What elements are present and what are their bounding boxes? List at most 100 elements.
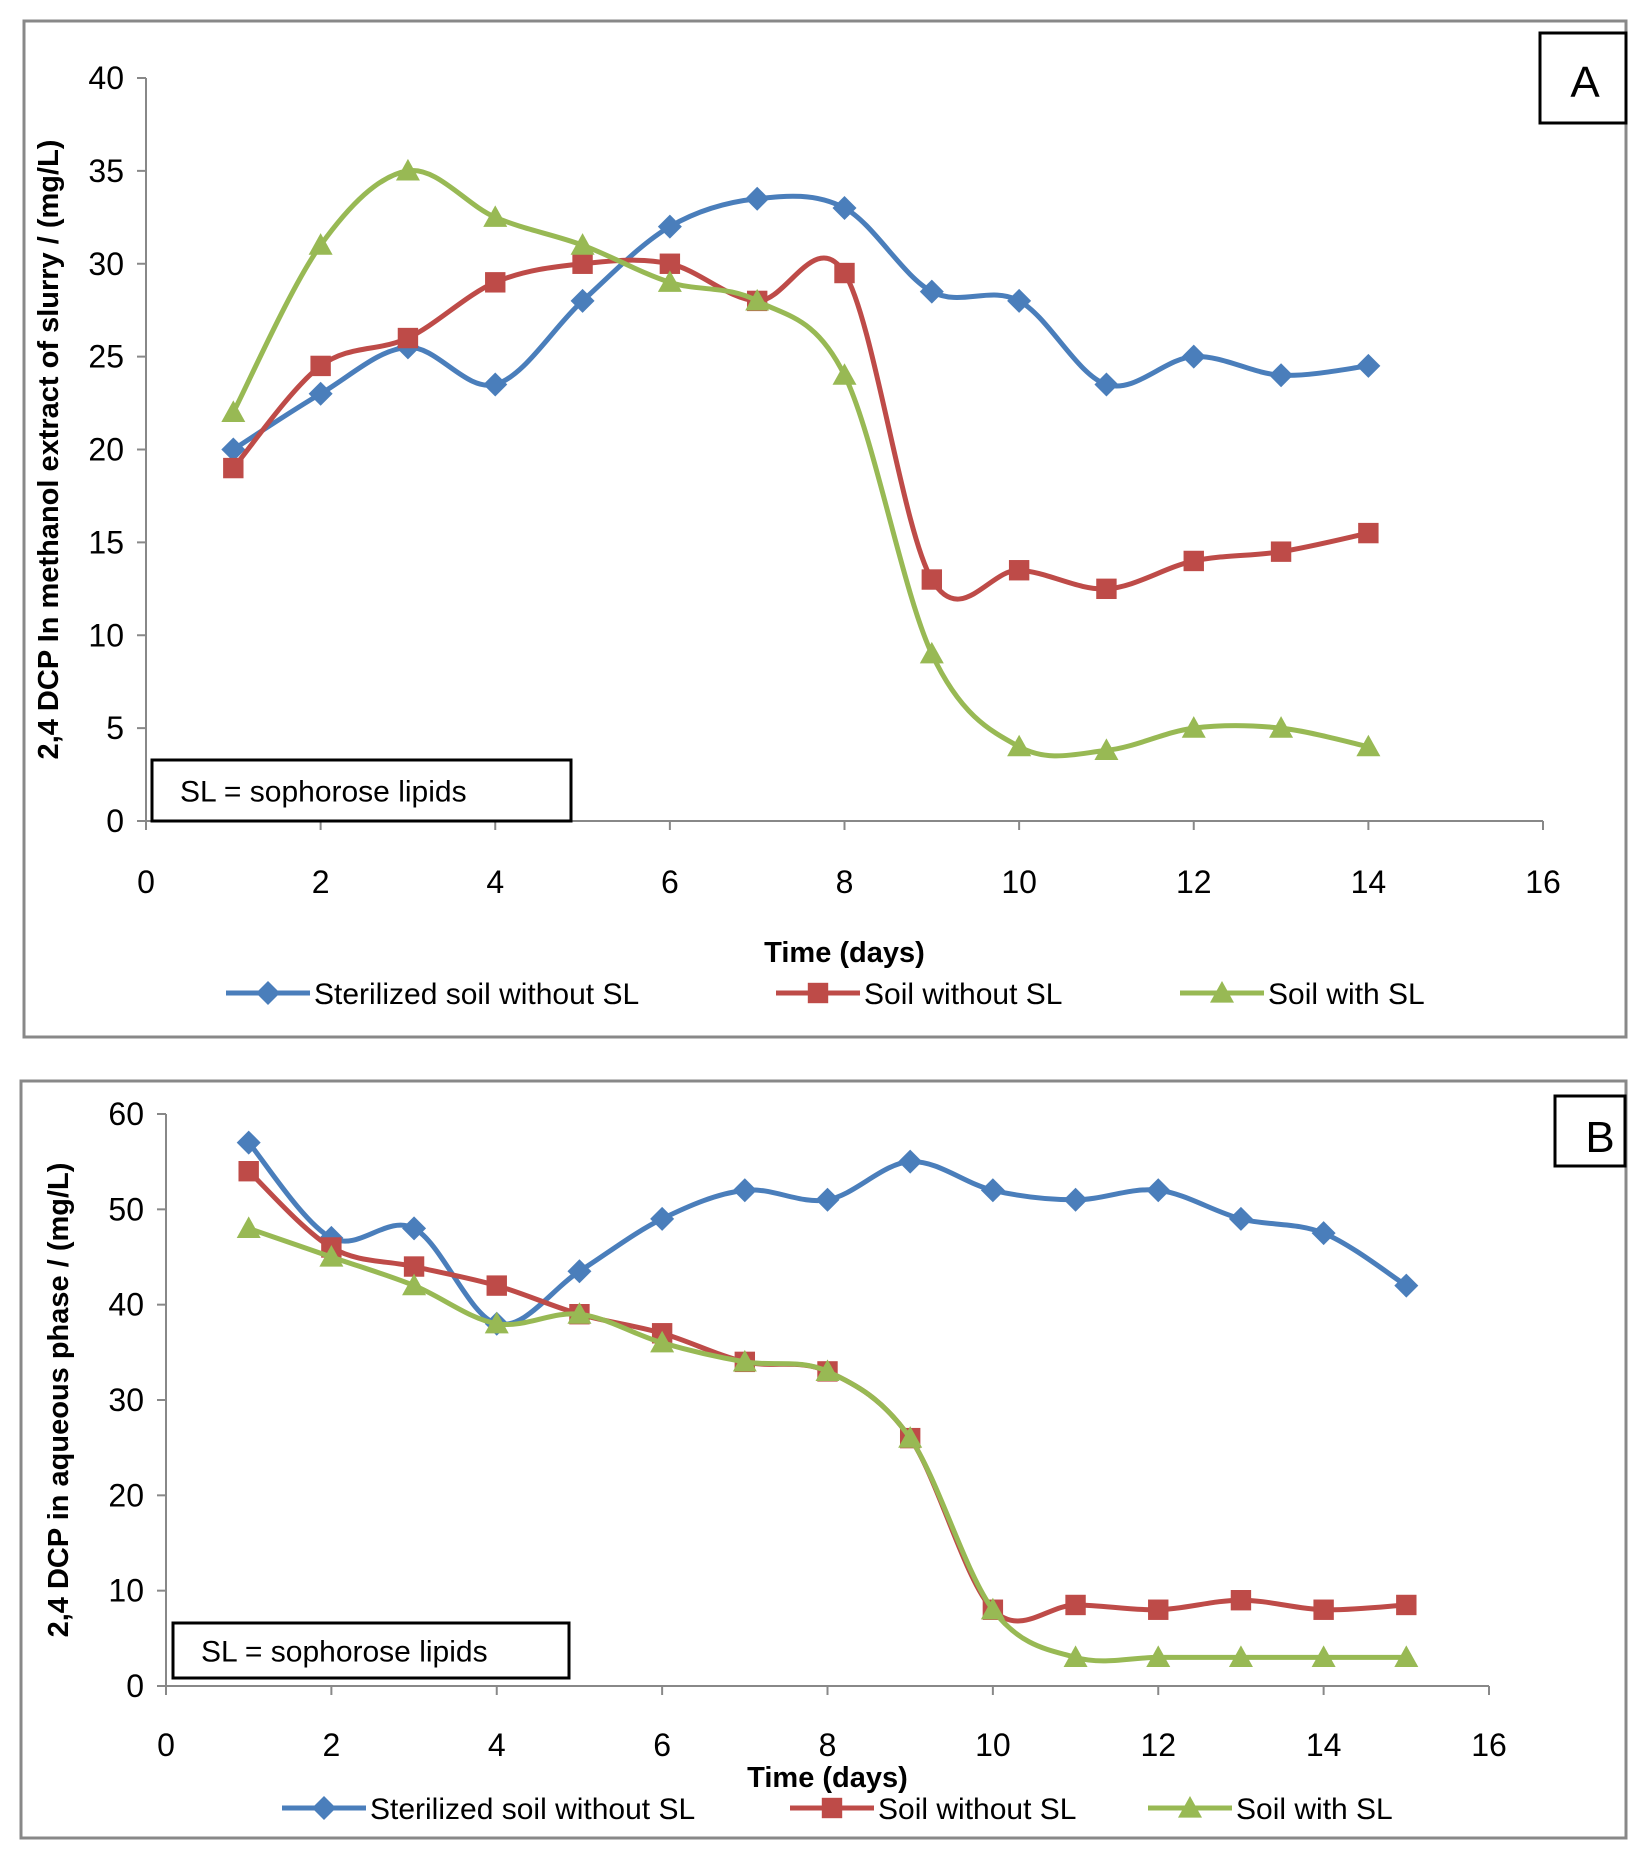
annotation-text: SL = sophorose lipids xyxy=(180,776,467,809)
data-point-triangle xyxy=(1356,734,1381,757)
x-tick-label: 6 xyxy=(661,864,679,900)
series-line xyxy=(231,168,1369,759)
y-tick-label: 40 xyxy=(88,60,124,96)
data-point-diamond xyxy=(1146,1178,1171,1203)
legend-item: Soil with SL xyxy=(1148,1793,1393,1826)
data-point-diamond xyxy=(236,1130,261,1155)
legend-label: Soil with SL xyxy=(1236,1793,1393,1826)
data-point-square xyxy=(1183,550,1204,572)
data-point-triangle xyxy=(1311,1645,1336,1667)
data-point-square xyxy=(572,253,593,274)
data-point-diamond xyxy=(732,1178,757,1203)
x-tick-label: 8 xyxy=(819,1727,837,1763)
data-point-square xyxy=(486,1275,507,1296)
data-point-triangle xyxy=(1394,1645,1419,1667)
x-tick-label: 4 xyxy=(488,1727,506,1763)
data-point-triangle xyxy=(815,1359,840,1381)
data-point-diamond xyxy=(745,186,770,211)
data-point-diamond xyxy=(1356,353,1381,378)
data-point-diamond xyxy=(980,1178,1005,1203)
x-tick-label: 0 xyxy=(157,1727,175,1763)
y-tick-label: 30 xyxy=(108,1382,144,1418)
data-point-diamond xyxy=(1228,1206,1253,1231)
y-tick-label: 25 xyxy=(88,339,124,375)
legend-marker-triangle xyxy=(1178,1796,1202,1818)
data-point-triangle xyxy=(1269,716,1294,738)
data-point-triangle xyxy=(1007,734,1032,757)
x-tick-label: 10 xyxy=(975,1727,1011,1763)
data-point-triangle xyxy=(1228,1645,1253,1667)
x-tick-label: 4 xyxy=(486,864,504,900)
data-point-square xyxy=(1065,1594,1086,1616)
data-point-triangle xyxy=(832,363,857,385)
data-point-diamond xyxy=(567,1259,592,1284)
legend-label: Soil without SL xyxy=(878,1793,1076,1826)
panel-label: A xyxy=(1570,58,1600,107)
y-tick-label: 0 xyxy=(126,1668,144,1704)
series-line xyxy=(247,1226,1407,1664)
annotation-box xyxy=(171,1621,571,1680)
data-point-diamond xyxy=(1311,1221,1336,1246)
y-tick-label: 10 xyxy=(88,617,124,653)
legend-marker-square xyxy=(807,982,829,1004)
x-tick-label: 14 xyxy=(1306,1727,1342,1763)
data-point-square xyxy=(1358,522,1379,544)
y-tick-label: 20 xyxy=(88,432,124,468)
x-tick-label: 16 xyxy=(1471,1727,1507,1763)
legend-item: Sterilized soil without SL xyxy=(226,978,639,1011)
data-point-diamond xyxy=(570,288,595,313)
data-point-square xyxy=(659,253,681,274)
y-axis-title: 2,4 DCP In methanol extract of slurry / … xyxy=(33,140,65,760)
data-point-diamond xyxy=(919,279,944,304)
y-tick-label: 30 xyxy=(88,246,124,282)
data-point-diamond xyxy=(1394,1273,1419,1298)
data-point-square xyxy=(310,355,331,377)
data-point-triangle xyxy=(1181,716,1206,738)
data-point-square xyxy=(1096,578,1117,600)
series-sterilized-soil-without-sl xyxy=(236,1130,1419,1336)
data-point-triangle xyxy=(236,1216,261,1238)
data-point-triangle xyxy=(732,1349,757,1372)
x-tick-label: 10 xyxy=(1001,864,1037,900)
y-tick-label: 20 xyxy=(108,1477,144,1513)
data-point-triangle xyxy=(1063,1645,1088,1667)
series-line xyxy=(231,255,1369,602)
data-point-square xyxy=(485,272,506,293)
data-point-square xyxy=(1148,1599,1169,1620)
data-point-square xyxy=(1270,541,1292,562)
legend-label: Sterilized soil without SL xyxy=(314,978,639,1011)
data-point-triangle xyxy=(483,205,508,227)
data-point-triangle xyxy=(1146,1645,1171,1667)
data-point-diamond xyxy=(1269,363,1294,388)
legend-marker-triangle xyxy=(1210,981,1234,1003)
panel-frame xyxy=(22,19,1628,1039)
legend-marker-diamond xyxy=(312,1796,336,1820)
panel-label-box xyxy=(1553,1094,1627,1168)
x-tick-label: 12 xyxy=(1176,864,1212,900)
x-axis-title: Time (days) xyxy=(747,1762,908,1794)
y-tick-label: 50 xyxy=(108,1191,144,1227)
x-axis-title: Time (days) xyxy=(764,937,925,969)
data-point-triangle xyxy=(1094,738,1119,761)
data-point-triangle xyxy=(657,270,682,292)
legend-item: Soil without SL xyxy=(790,1793,1076,1826)
legend-label: Soil without SL xyxy=(864,978,1062,1011)
legend-item: Soil without SL xyxy=(776,978,1062,1011)
data-point-square xyxy=(1313,1599,1334,1620)
x-tick-label: 0 xyxy=(137,864,155,900)
data-point-triangle xyxy=(980,1597,1005,1620)
data-point-triangle xyxy=(745,288,770,311)
data-point-square xyxy=(1230,1590,1252,1611)
series-line xyxy=(246,1169,1407,1624)
x-tick-label: 2 xyxy=(312,864,330,900)
data-point-triangle xyxy=(570,233,595,255)
data-point-diamond xyxy=(832,196,857,221)
data-point-triangle xyxy=(395,158,420,181)
data-point-triangle xyxy=(484,1311,509,1334)
chart-panel-b: 0 2 4 6 8 10 12 14 16 0 10 20 30 40 50 60 Time (days) 2,4… xyxy=(19,1079,1628,1840)
data-point-diamond xyxy=(402,1216,427,1241)
data-point-square xyxy=(403,1256,425,1277)
series-soil-without-sl xyxy=(223,253,1379,602)
data-point-square xyxy=(921,569,943,590)
